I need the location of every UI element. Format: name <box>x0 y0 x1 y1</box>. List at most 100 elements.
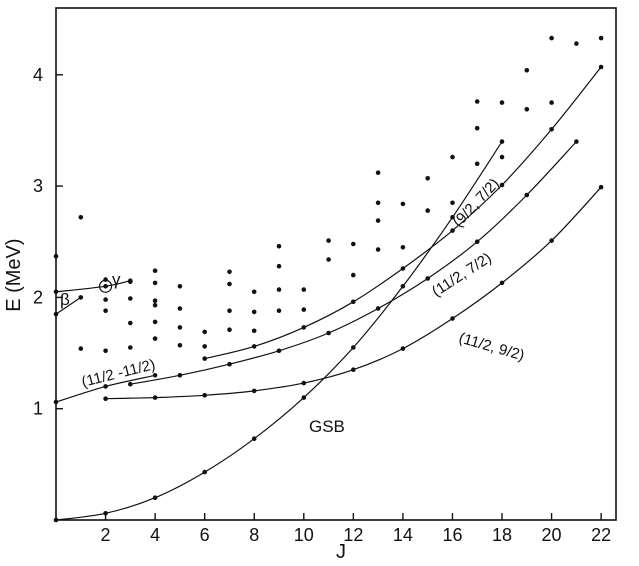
data-point <box>276 308 282 314</box>
data-point <box>276 348 282 354</box>
data-point <box>598 35 604 41</box>
y-tick-label: 3 <box>33 176 43 196</box>
curve-label: (11/2 -11/2) <box>80 356 157 391</box>
data-point <box>227 327 232 333</box>
data-point <box>103 348 108 354</box>
gamma-bandhead-marker <box>98 279 113 293</box>
data-point <box>128 320 133 326</box>
data-point <box>351 241 356 247</box>
data-point <box>301 395 307 400</box>
data-point <box>301 287 307 292</box>
x-tick-label: 14 <box>393 525 413 545</box>
data-point <box>425 176 431 181</box>
data-point <box>128 345 133 350</box>
data-point <box>375 218 381 223</box>
data-point <box>474 125 480 131</box>
x-tick-label: 2 <box>101 525 111 545</box>
data-point <box>499 182 505 188</box>
data-point <box>276 263 282 269</box>
data-point <box>351 299 356 305</box>
data-point <box>103 384 108 389</box>
curve-label: GSB <box>309 417 345 436</box>
data-point <box>53 253 59 259</box>
data-point <box>598 64 604 70</box>
data-point <box>128 381 133 387</box>
data-point <box>549 127 554 132</box>
data-point <box>177 284 183 289</box>
data-point <box>499 154 505 160</box>
data-point <box>400 266 406 271</box>
x-tick-label: 8 <box>249 525 259 545</box>
y-tick-label: 4 <box>33 65 43 85</box>
data-point <box>351 345 356 350</box>
data-point <box>499 139 505 144</box>
y-tick-label: 2 <box>33 287 43 307</box>
data-point <box>251 436 257 442</box>
data-point <box>351 367 356 373</box>
data-point <box>276 287 282 292</box>
data-point <box>524 192 530 198</box>
data-point <box>276 243 282 249</box>
data-point <box>474 239 480 244</box>
data-point <box>326 257 331 262</box>
data-point <box>326 330 331 336</box>
data-point <box>549 100 554 105</box>
data-point <box>524 107 530 112</box>
data-point <box>474 99 480 104</box>
band-lines <box>55 66 602 521</box>
curve-label: γ <box>112 270 121 289</box>
data-point <box>425 276 431 281</box>
y-tick-label: 1 <box>33 399 43 419</box>
x-axis-label: J <box>336 541 346 563</box>
data-point <box>128 279 133 285</box>
data-point <box>202 393 207 398</box>
data-point <box>152 319 158 325</box>
data-point <box>152 336 158 341</box>
curve-label: (9/2, 7/2) <box>449 175 502 231</box>
data-point <box>251 344 257 349</box>
data-point <box>574 41 579 46</box>
plot-frame <box>55 7 617 521</box>
data-point <box>152 495 158 501</box>
data-point <box>53 311 59 317</box>
data-point <box>425 208 431 213</box>
data-point <box>375 170 381 175</box>
band-line-1 <box>105 186 602 400</box>
band-line-3 <box>204 66 602 360</box>
data-point <box>78 346 84 351</box>
data-point <box>202 344 207 349</box>
data-point <box>227 269 232 275</box>
data-point <box>177 343 183 348</box>
data-point <box>450 215 455 220</box>
data-point <box>450 154 455 160</box>
data-point <box>103 396 108 402</box>
x-tick-label: 12 <box>343 525 363 545</box>
data-point <box>251 388 257 394</box>
data-point <box>375 247 381 252</box>
x-tick-label: 18 <box>492 525 512 545</box>
data-point <box>251 309 257 315</box>
data-point <box>400 346 406 351</box>
data-point <box>574 139 579 144</box>
data-point <box>202 469 207 475</box>
data-point <box>177 373 183 378</box>
data-point <box>103 277 108 282</box>
data-point <box>53 517 59 523</box>
data-point <box>152 302 158 308</box>
data-point <box>301 325 307 330</box>
curve-label: (11/2, 7/2) <box>429 249 495 300</box>
data-point <box>227 361 232 367</box>
data-point <box>549 238 554 243</box>
data-point <box>499 100 505 105</box>
data-point <box>598 184 604 190</box>
data-point <box>524 68 530 73</box>
data-point <box>177 325 183 330</box>
data-point <box>251 289 257 295</box>
data-point <box>78 215 84 220</box>
data-point <box>103 308 108 314</box>
curve-label: β <box>60 290 70 309</box>
x-tick-label: 4 <box>150 525 160 545</box>
data-point <box>450 200 455 206</box>
